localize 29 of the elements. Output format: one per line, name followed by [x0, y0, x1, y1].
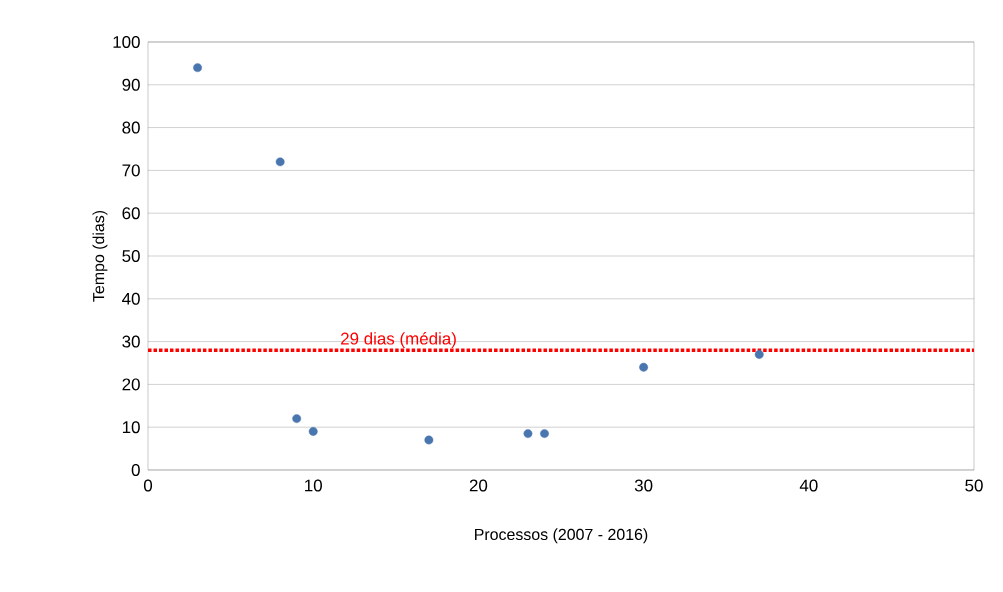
x-tick-label: 10 [305, 479, 322, 492]
y-tick-label: 70 [122, 164, 140, 177]
point [193, 63, 202, 73]
y-tick-label: 20 [122, 378, 140, 391]
point [540, 429, 549, 438]
y-tick-label: 10 [122, 421, 140, 434]
point [754, 350, 764, 359]
point [424, 435, 434, 445]
x-axis-title: Processos (2007 - 2016) [475, 528, 648, 544]
ref-line-label: 29 dias (média) [341, 331, 456, 348]
x-tick-label: 30 [634, 479, 653, 492]
y-tick-label: 40 [122, 292, 140, 305]
point [639, 362, 649, 372]
y-tick-label: 60 [122, 207, 140, 220]
x-tick-label: 0 [143, 479, 153, 492]
y-tick-label: 0 [131, 463, 140, 476]
y-tick-label: 100 [113, 35, 140, 48]
point [308, 427, 318, 436]
y-tick-label: 90 [122, 78, 140, 91]
y-axis-title: Tempo (dias) [92, 210, 108, 302]
x-tick-label: 50 [965, 479, 983, 492]
point [523, 429, 533, 438]
y-tick-label: 80 [122, 121, 140, 134]
y-tick-label: 30 [122, 335, 140, 348]
point [275, 157, 285, 167]
x-tick-label: 40 [799, 479, 818, 492]
y-tick-label: 50 [122, 249, 140, 262]
x-tick-label: 20 [469, 479, 488, 492]
point [292, 414, 302, 424]
